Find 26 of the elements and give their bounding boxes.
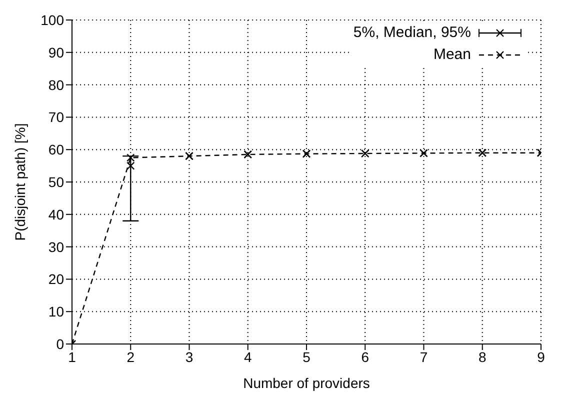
x-tick-label: 9 (537, 348, 546, 365)
x-tick-label: 1 (68, 348, 76, 365)
y-tick-label: 30 (48, 238, 64, 255)
y-tick-label: 60 (48, 142, 64, 158)
y-tick-label: 90 (48, 44, 64, 60)
legend-label: 5%, Median, 95% (353, 23, 471, 43)
y-tick-label: 40 (48, 206, 64, 222)
y-tick-label: 70 (48, 109, 64, 126)
y-tick-label: 0 (56, 336, 64, 352)
x-tick-label: 6 (361, 348, 370, 365)
y-tick-label: 80 (48, 76, 64, 93)
x-axis-title: Number of providers (243, 375, 370, 391)
y-tick-label: 100 (40, 12, 64, 28)
y-tick-label: 50 (48, 174, 64, 190)
x-tick-label: 2 (126, 348, 135, 365)
x-tick-label: 8 (478, 348, 486, 365)
x-tick-label: 3 (185, 348, 194, 365)
y-tick-label: 10 (48, 304, 64, 320)
point (126, 154, 135, 162)
x-tick-label: 4 (244, 348, 252, 365)
y-axis-title: P(disjoint path) [%] (12, 123, 28, 241)
point (126, 162, 135, 170)
x-tick-label: 7 (420, 348, 428, 365)
y-tick-label: 20 (48, 271, 64, 288)
legend-label: Mean (433, 45, 471, 65)
x-tick-label: 5 (302, 348, 311, 365)
